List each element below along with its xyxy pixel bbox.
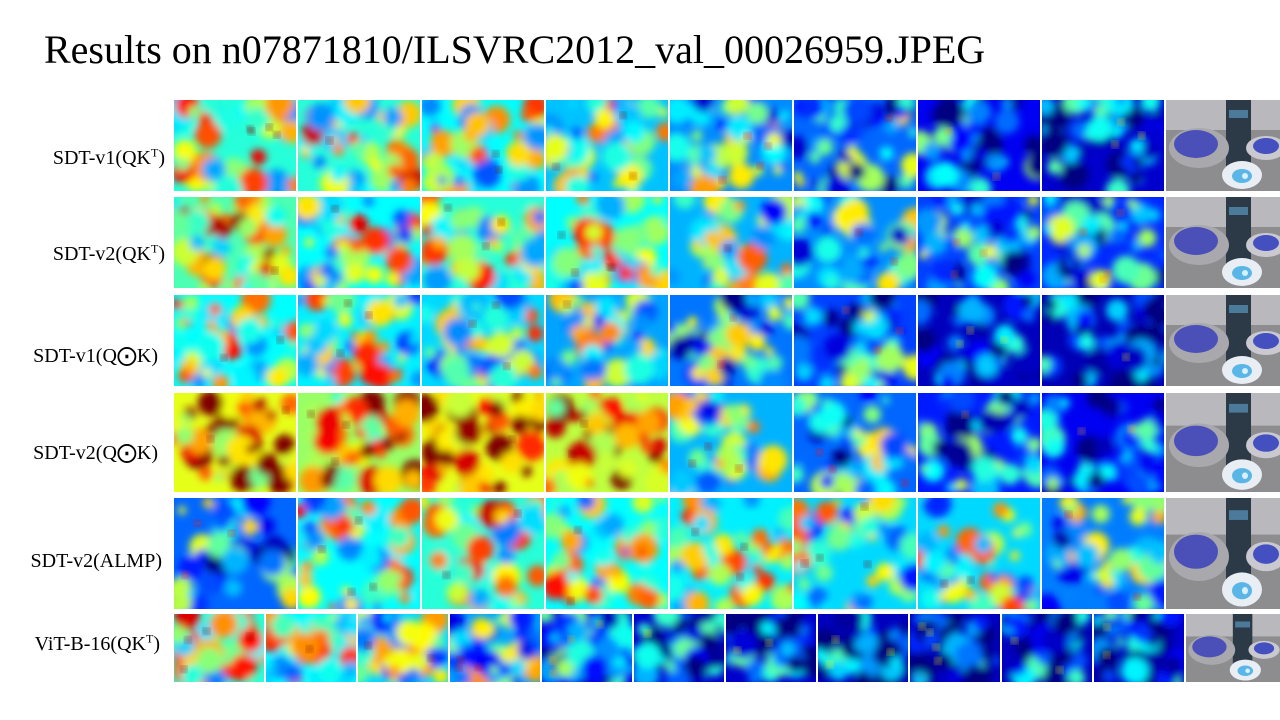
heatmap-row	[174, 100, 1280, 191]
attention-heatmap	[670, 197, 792, 288]
row-label-superscript: T	[150, 241, 159, 256]
heatmap-row	[174, 393, 1280, 492]
row-label: SDT-v2(QKT)	[0, 242, 165, 266]
input-image-thumbnail	[1166, 393, 1280, 492]
attention-heatmap	[794, 100, 916, 191]
row-label-text: SDT-v1(QK	[52, 147, 151, 169]
attention-heatmap	[1042, 393, 1164, 492]
attention-heatmap	[422, 197, 544, 288]
input-image-thumbnail	[1166, 100, 1280, 191]
attention-heatmap	[918, 393, 1040, 492]
attention-heatmap	[670, 393, 792, 492]
attention-heatmap	[174, 100, 296, 191]
attention-heatmap	[298, 100, 420, 191]
attention-heatmap	[174, 498, 296, 609]
attention-heatmap	[298, 197, 420, 288]
attention-heatmap	[794, 197, 916, 288]
attention-heatmap	[450, 614, 540, 682]
attention-heatmap	[818, 614, 908, 682]
attention-heatmap	[794, 393, 916, 492]
attention-heatmap	[358, 614, 448, 682]
attention-heatmap	[174, 393, 296, 492]
attention-heatmap	[422, 295, 544, 386]
row-label-text: SDT-v2(QK	[52, 243, 151, 265]
attention-heatmap	[670, 100, 792, 191]
input-image-thumbnail	[1166, 295, 1280, 386]
attention-heatmap	[542, 614, 632, 682]
row-label: SDT-v1(QKT)	[0, 146, 165, 170]
attention-heatmap	[1042, 498, 1164, 609]
attention-heatmap	[918, 295, 1040, 386]
row-label-tail: )	[153, 633, 160, 655]
attention-heatmap	[1042, 295, 1164, 386]
attention-heatmap	[634, 614, 724, 682]
row-label-text: SDT-v1(Q⨀K)	[33, 345, 158, 367]
attention-heatmap	[546, 295, 668, 386]
heatmap-row	[174, 498, 1280, 609]
input-image-thumbnail	[1166, 498, 1280, 609]
attention-heatmap	[918, 498, 1040, 609]
heatmap-row	[174, 295, 1280, 386]
row-label-superscript: T	[150, 145, 159, 160]
row-label-tail: )	[158, 147, 165, 169]
input-image-thumbnail	[1186, 614, 1280, 682]
heatmap-row	[174, 614, 1280, 682]
row-label: SDT-v2(Q⨀K)	[0, 441, 158, 465]
attention-heatmap	[670, 498, 792, 609]
attention-heatmap	[546, 498, 668, 609]
heatmap-row	[174, 197, 1280, 288]
attention-heatmap	[546, 100, 668, 191]
page-title: Results on n07871810/ILSVRC2012_val_0002…	[44, 27, 986, 72]
row-label: SDT-v2(ALMP)	[0, 549, 163, 573]
attention-heatmap	[918, 100, 1040, 191]
attention-heatmap	[174, 295, 296, 386]
row-label-text: SDT-v2(ALMP)	[30, 550, 163, 572]
attention-heatmap	[1002, 614, 1092, 682]
attention-heatmap	[1042, 197, 1164, 288]
attention-heatmap	[422, 393, 544, 492]
attention-heatmap	[174, 614, 264, 682]
input-image-thumbnail	[1166, 197, 1280, 288]
attention-heatmap	[298, 295, 420, 386]
attention-heatmap	[546, 197, 668, 288]
attention-heatmap	[422, 498, 544, 609]
attention-heatmap	[670, 295, 792, 386]
attention-heatmap	[794, 498, 916, 609]
attention-heatmap	[298, 498, 420, 609]
row-label-text: SDT-v2(Q⨀K)	[33, 442, 158, 464]
attention-heatmap	[298, 393, 420, 492]
row-label-tail: )	[158, 243, 165, 265]
attention-heatmap	[794, 295, 916, 386]
attention-heatmap	[1042, 100, 1164, 191]
attention-heatmap	[546, 393, 668, 492]
row-label: ViT-B-16(QKT)	[0, 632, 160, 656]
row-label-superscript: T	[145, 631, 154, 646]
attention-heatmap	[1094, 614, 1184, 682]
attention-heatmap	[174, 197, 296, 288]
attention-heatmap	[910, 614, 1000, 682]
attention-heatmap	[918, 197, 1040, 288]
attention-heatmap	[422, 100, 544, 191]
row-label-text: ViT-B-16(QK	[34, 633, 146, 655]
row-label: SDT-v1(Q⨀K)	[0, 344, 158, 368]
attention-heatmap	[726, 614, 816, 682]
attention-heatmap	[266, 614, 356, 682]
